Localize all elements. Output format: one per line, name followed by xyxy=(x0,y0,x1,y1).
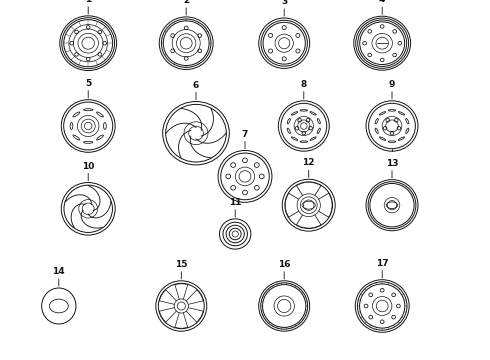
Text: 9: 9 xyxy=(389,80,395,99)
Text: 12: 12 xyxy=(302,158,315,177)
Text: 8: 8 xyxy=(301,80,307,99)
Text: 3: 3 xyxy=(281,0,287,16)
Text: 14: 14 xyxy=(52,267,65,286)
Text: 4: 4 xyxy=(379,0,386,14)
Text: 2: 2 xyxy=(183,0,189,15)
Text: 13: 13 xyxy=(386,159,398,178)
Text: 16: 16 xyxy=(278,260,291,279)
Text: 15: 15 xyxy=(175,260,188,279)
Text: 11: 11 xyxy=(229,198,242,217)
Text: 10: 10 xyxy=(82,162,95,181)
Text: 5: 5 xyxy=(85,79,91,98)
Text: 6: 6 xyxy=(193,81,199,100)
Text: 17: 17 xyxy=(376,259,389,278)
Text: 7: 7 xyxy=(242,130,248,149)
Text: 1: 1 xyxy=(85,0,91,14)
